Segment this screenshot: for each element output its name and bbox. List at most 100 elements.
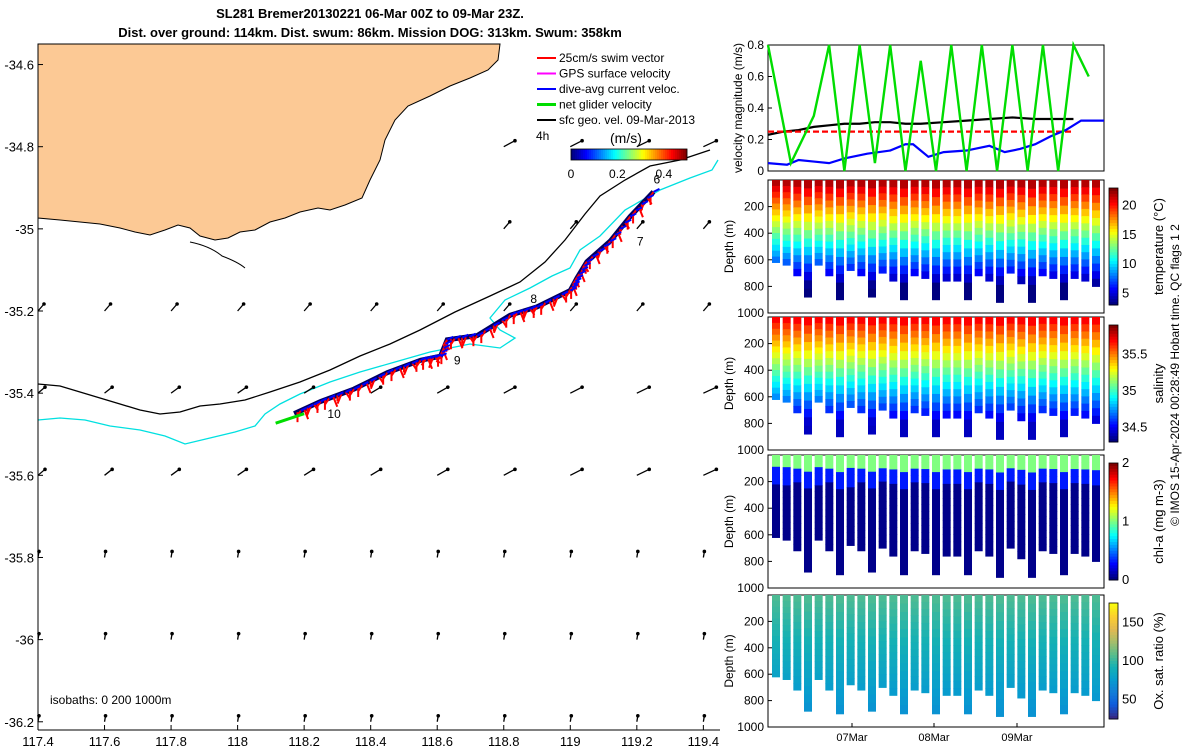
section-dive-profile [836,705,844,715]
section-dive-profile [942,548,951,557]
section-dive-profile [1006,356,1015,365]
section-dive-profile [857,543,866,552]
section-dive-profile [921,352,930,360]
section-dive-profile [793,595,802,603]
figure-title-line2: Dist. over ground: 114km. Dist. swum: 86… [118,25,622,40]
section-dive-profile [814,371,823,379]
section-dive-profile [772,221,780,228]
section-dive-profile [921,194,930,202]
colorbar-segment [1109,477,1118,482]
section-dive-profile [1049,455,1058,463]
map-colorbar-segment [633,149,636,160]
map-colorbar-segment [615,149,618,160]
section-dive-profile [846,205,855,213]
section-dive-profile [974,523,983,531]
section-dive-profile [1006,667,1015,675]
colorbar-segment [1109,339,1118,344]
section-dive-profile [814,515,823,523]
section-dive-profile [825,214,834,222]
section-dive-profile [825,502,834,511]
section-dive-profile [942,602,951,610]
net-velocity-arrow [275,412,305,425]
section-dive-profile [985,389,994,397]
section-dive-profile [782,329,791,336]
section-dive-profile [921,394,930,402]
map-colorbar-segment [643,149,646,160]
section-dive-profile [900,197,908,207]
section-dive-profile [1081,216,1090,224]
section-dive-profile [868,619,876,629]
section-dive-profile [964,419,972,429]
section-dive-profile [974,323,983,332]
current-vector [592,252,600,258]
map-colorbar-tick: 0.2 [609,167,626,181]
section-dive-profile [953,389,962,397]
section-dive-profile [1092,339,1100,348]
section-dive-profile [1006,350,1015,358]
section-dive-profile [804,611,812,621]
section-dive-profile [846,368,855,376]
section-dive-profile [910,530,919,538]
section-dive-profile [857,502,866,511]
section-dive-profile [1038,405,1047,414]
section-dive-profile [772,525,780,533]
section-dive-profile [996,647,1004,657]
section-dive-profile [825,543,834,552]
colorbar-segment [1109,687,1118,691]
section-dive-profile [974,683,983,691]
colorbar-segment [1109,684,1118,688]
colorbar-segment [1109,278,1118,283]
section-dive-profile [814,365,823,373]
section-dive-profile [985,345,994,354]
geo-vector-head [175,302,179,306]
section-dive-profile [1092,470,1100,479]
section-dive-profile [857,595,866,603]
section-dive-profile [836,557,844,567]
swim-vector [624,222,631,230]
section-dive-profile [921,476,930,484]
section-dive-profile [814,204,823,211]
section-dive-profile [793,234,802,243]
section-dive-profile [1060,222,1068,232]
section-dive-profile [953,345,962,354]
section-dive-profile [1081,317,1090,325]
section-dive-profile [825,530,834,538]
section-dive-profile [932,368,940,378]
section-dive-profile [793,468,802,477]
section-dive-profile [910,186,919,195]
section-dive-profile [857,601,866,610]
section-dive-profile [932,514,940,524]
section-dive-profile [1060,393,1068,403]
section-dive-profile [1081,396,1090,405]
section-dive-profile [1006,647,1015,655]
section-dive-profile [1028,707,1036,717]
section-dive-profile [857,516,866,524]
geo-vector-head [714,385,719,389]
colorbar-segment [1109,427,1118,431]
section-dive-profile [878,403,887,411]
section-dive-profile [793,482,802,490]
map-y-tick-label: -36.2 [4,715,34,730]
section-dive-profile [868,471,876,481]
section-dive-profile [1049,497,1058,505]
section-dive-profile [985,469,994,478]
section-dive-profile [889,469,898,478]
section-dive-profile [1017,276,1026,285]
section-dive-profile [782,246,791,254]
current-vector [573,280,581,286]
section-dive-profile [868,463,876,473]
section-dive-profile [782,631,791,638]
section-dive-profile [889,483,898,492]
section-dive-profile [1092,632,1100,641]
geo-vector-head [507,220,512,224]
section-dive-profile [1017,653,1026,662]
section-dive-profile [868,555,876,565]
section-dive-profile [868,280,876,290]
section-dive-profile [814,601,823,608]
map-colorbar-segment [681,149,684,160]
section-dive-profile [846,212,855,220]
section-dive-profile [804,383,812,393]
colorbar-segment [1109,608,1118,613]
